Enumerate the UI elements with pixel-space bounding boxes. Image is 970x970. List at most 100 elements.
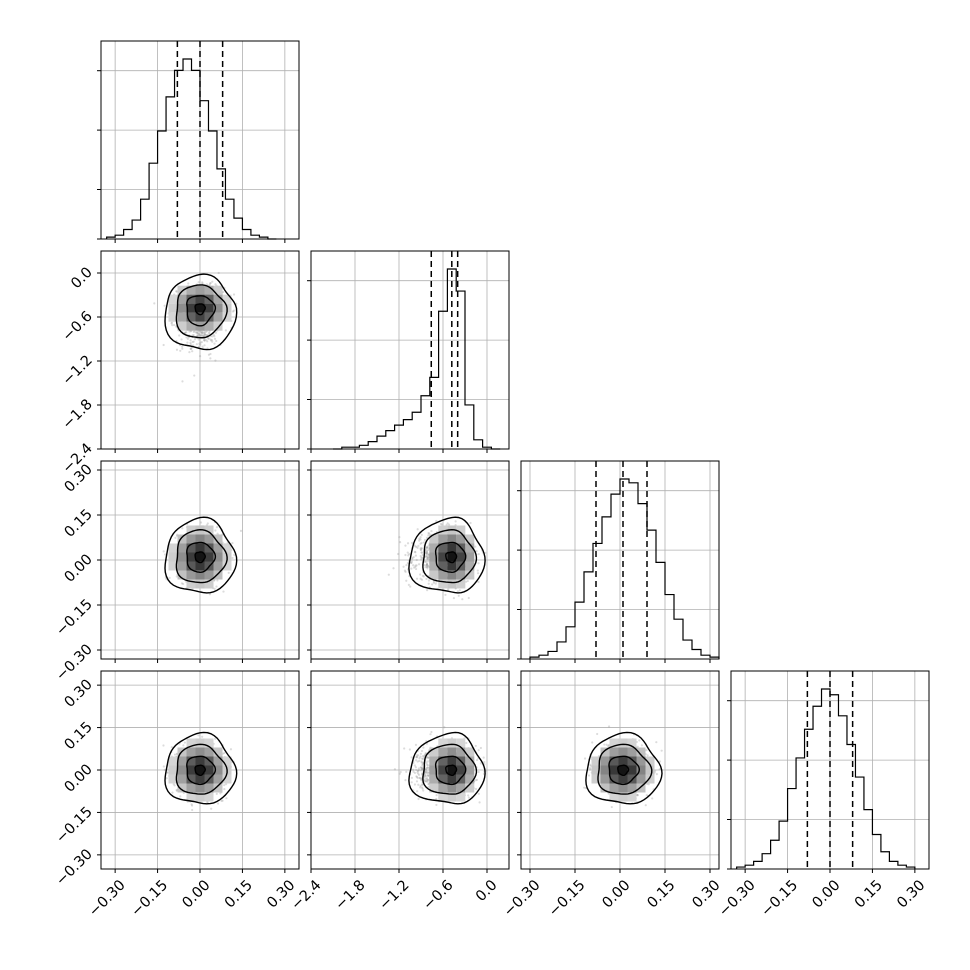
scatter-point (452, 597, 456, 600)
scatter-point (416, 528, 419, 531)
panel-frame (310, 250, 510, 450)
scatter-point (469, 521, 472, 525)
scatter-point (404, 570, 407, 573)
scatter-point (201, 335, 204, 338)
histogram-bar (771, 840, 779, 869)
histogram-bar (656, 562, 665, 659)
scatter-point (162, 343, 165, 347)
scatter-point (153, 302, 156, 305)
histogram-bar (830, 695, 838, 869)
scatter-point (387, 573, 390, 576)
histogram-bar (566, 627, 575, 659)
histogram-bar (141, 199, 149, 239)
scatter-point (193, 374, 196, 377)
scatter-point (461, 598, 464, 601)
histogram-bar (474, 440, 483, 449)
histogram-bar (166, 97, 174, 239)
histogram-bar (638, 504, 647, 659)
scatter-point (214, 283, 217, 286)
histogram-bar (132, 220, 140, 239)
scatter-point (184, 331, 187, 334)
joint-panel-0-2 (100, 460, 300, 660)
scatter-point (206, 340, 209, 343)
histogram-bar (779, 821, 787, 869)
histogram-step (333, 268, 501, 450)
histogram-step (736, 688, 916, 869)
histogram-bar (847, 745, 855, 869)
scatter-point (402, 565, 405, 568)
scatter-point (221, 799, 224, 802)
histogram-bar (225, 199, 233, 239)
histogram-bar (208, 131, 216, 239)
scatter-point (213, 337, 217, 341)
histogram-bar (575, 602, 584, 659)
scatter-point (188, 351, 191, 354)
scatter-point (212, 333, 215, 336)
histogram-bar (548, 651, 557, 659)
histogram-bar (665, 595, 674, 659)
histogram-bar (822, 689, 830, 869)
scatter-point (198, 355, 202, 358)
scatter-point (203, 332, 207, 335)
scatter-point (190, 347, 193, 350)
histogram-bar (881, 852, 889, 869)
histogram-bar (611, 494, 620, 659)
histogram-bar (620, 479, 629, 659)
histogram-bar (439, 311, 448, 449)
scatter-point (185, 331, 188, 334)
scatter-point (405, 563, 408, 567)
scatter-point (186, 341, 189, 344)
scatter-point (201, 331, 204, 335)
histogram-bar (796, 758, 804, 869)
histogram-bar (872, 835, 880, 869)
scatter-point (407, 583, 410, 586)
histogram-bar (421, 396, 430, 449)
histogram-bar (242, 230, 250, 239)
scatter-point (207, 353, 211, 356)
scatter-point (406, 542, 410, 545)
histogram-bar (864, 810, 872, 869)
scatter-point (209, 339, 213, 342)
scatter-point (397, 552, 400, 556)
scatter-point (192, 330, 195, 334)
scatter-point (200, 331, 204, 335)
scatter-point (222, 590, 225, 593)
scatter-point (208, 332, 211, 335)
histogram-bar (602, 517, 611, 659)
scatter-point (164, 553, 167, 556)
scatter-point (207, 331, 211, 334)
scatter-point (181, 345, 184, 348)
histogram-bar (149, 163, 157, 239)
scatter-point (197, 281, 200, 284)
scatter-point (180, 338, 183, 341)
marginal-panel-0 (97, 40, 300, 240)
scatter-point (205, 283, 209, 286)
scatter-point (193, 330, 196, 333)
histogram-bar (762, 854, 770, 869)
histogram-bar (754, 861, 762, 869)
histogram-bar (813, 706, 821, 869)
scatter-point (209, 282, 212, 285)
scatter-point (163, 304, 166, 307)
scatter-point (409, 585, 412, 588)
scatter-point (225, 797, 228, 800)
scatter-point (214, 331, 218, 334)
histogram-bar (183, 59, 191, 239)
scatter-point (170, 321, 174, 324)
scatter-point (207, 337, 210, 340)
scatter-point (404, 544, 407, 547)
scatter-point (232, 293, 236, 296)
scatter-point (175, 348, 179, 351)
histogram-bar (683, 640, 692, 659)
scatter-point (189, 347, 192, 350)
scatter-point (181, 380, 184, 383)
histogram-bar (674, 619, 683, 659)
scatter-point (194, 331, 198, 334)
scatter-point (467, 596, 470, 600)
scatter-point (200, 334, 204, 337)
scatter-point (200, 334, 203, 337)
marginal-panel-1 (307, 250, 510, 450)
scatter-point (457, 594, 460, 597)
joint-panel-0-1 (100, 250, 300, 450)
